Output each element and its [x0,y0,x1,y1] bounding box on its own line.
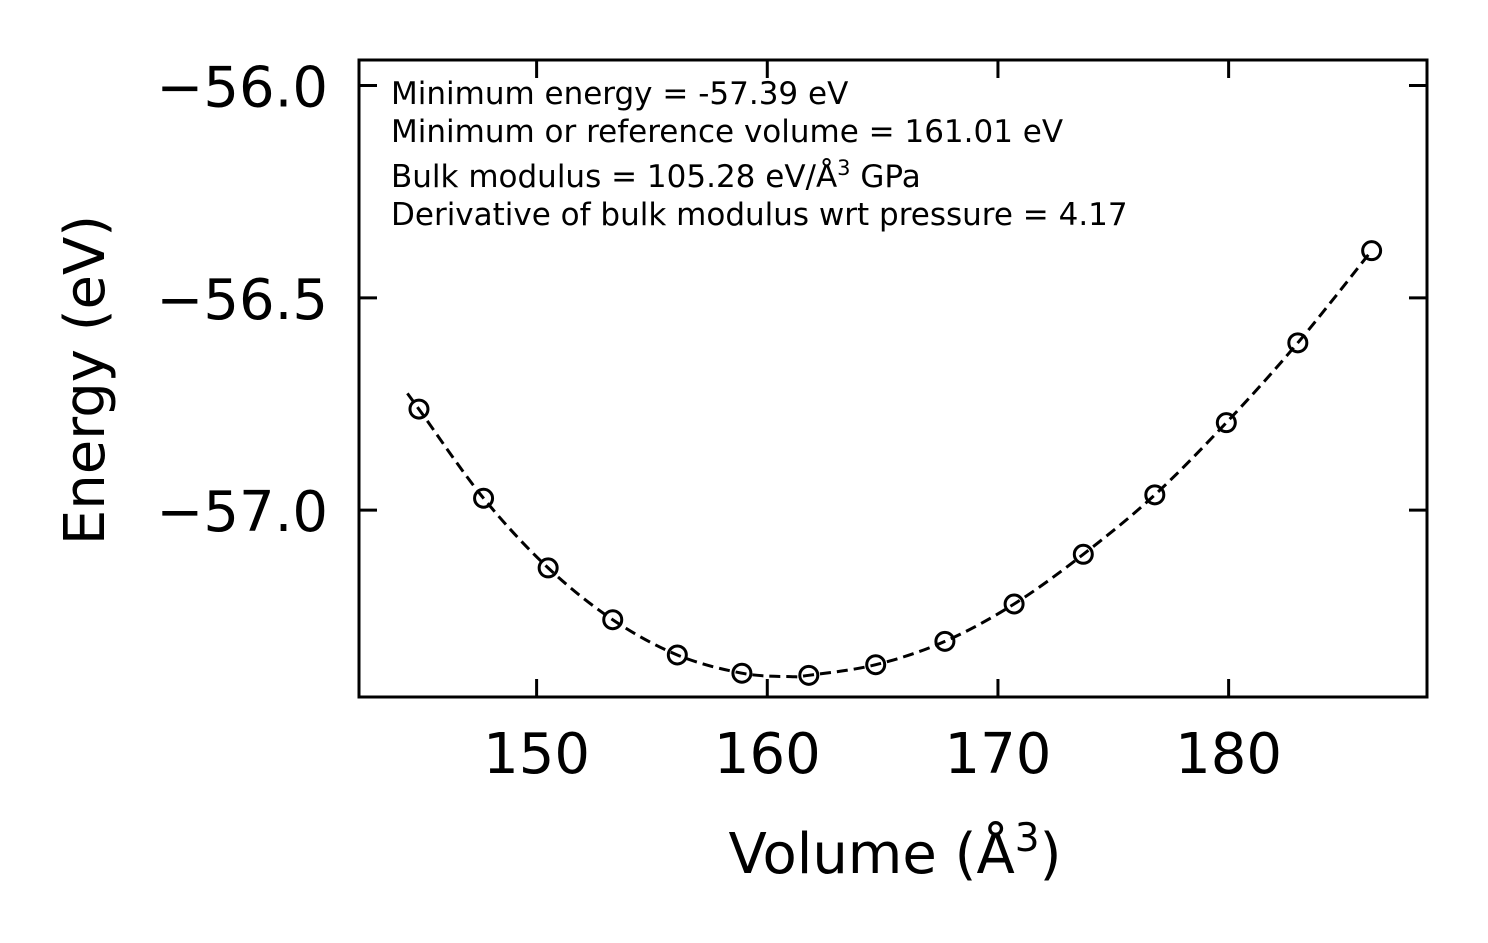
data-point-1 [473,487,495,509]
data-point-7 [865,654,887,676]
data-point-9 [1003,593,1025,615]
annotation-bulk-modulus-unit: GPa [851,159,921,195]
x-tick-label-170: 170 [945,722,1052,787]
x-axis-label-close: ) [1040,822,1062,887]
data-point-3 [602,609,624,631]
data-points-layer [408,240,1383,686]
x-tick-label-160: 160 [714,722,821,787]
data-point-5 [731,662,753,684]
fit-curve-layer [406,249,1373,679]
x-tick-label-150: 150 [483,722,590,787]
data-point-6 [798,664,820,686]
annotation-min-volume: Minimum or reference volume = 161.01 eV [391,114,1063,150]
y-axis-label: Energy (eV) [53,215,118,545]
fit-curve [406,249,1373,679]
annotation-bulk-derivative: Derivative of bulk modulus wrt pressure … [391,197,1128,233]
y-tick-label-1: −56.5 [156,268,328,333]
data-point-12 [1215,412,1237,434]
y-tick-label-0: −56.0 [156,55,328,120]
x-tick-label-180: 180 [1175,722,1282,787]
x-axis-label: Volume (Å3) [729,816,1062,887]
data-point-14 [1361,240,1383,262]
data-point-2 [537,557,559,579]
annotation-bulk-modulus-text: Bulk modulus = 105.28 eV/Å [391,159,837,195]
annotation-bulk-modulus: Bulk modulus = 105.28 eV/Å3 GPa [391,156,921,195]
annotation-box: Minimum energy = -57.39 eV Minimum or re… [391,76,1128,233]
data-point-4 [666,644,688,666]
plot-frame [357,58,1429,699]
tick-labels: 150 160 170 180 −56.0 −56.5 −57.0 [156,55,1282,787]
x-axis-label-text: Volume (Å [729,821,1015,887]
annotation-min-energy: Minimum energy = -57.39 eV [391,76,848,112]
data-point-10 [1072,543,1094,565]
x-axis-label-superscript: 3 [1015,816,1040,861]
tick-marks [359,60,1427,697]
data-point-13 [1287,332,1309,354]
annotation-bulk-modulus-superscript: 3 [837,156,850,180]
y-tick-label-2: −57.0 [156,480,328,545]
data-point-8 [934,630,956,652]
data-point-0 [408,398,430,420]
data-point-11 [1144,484,1166,506]
